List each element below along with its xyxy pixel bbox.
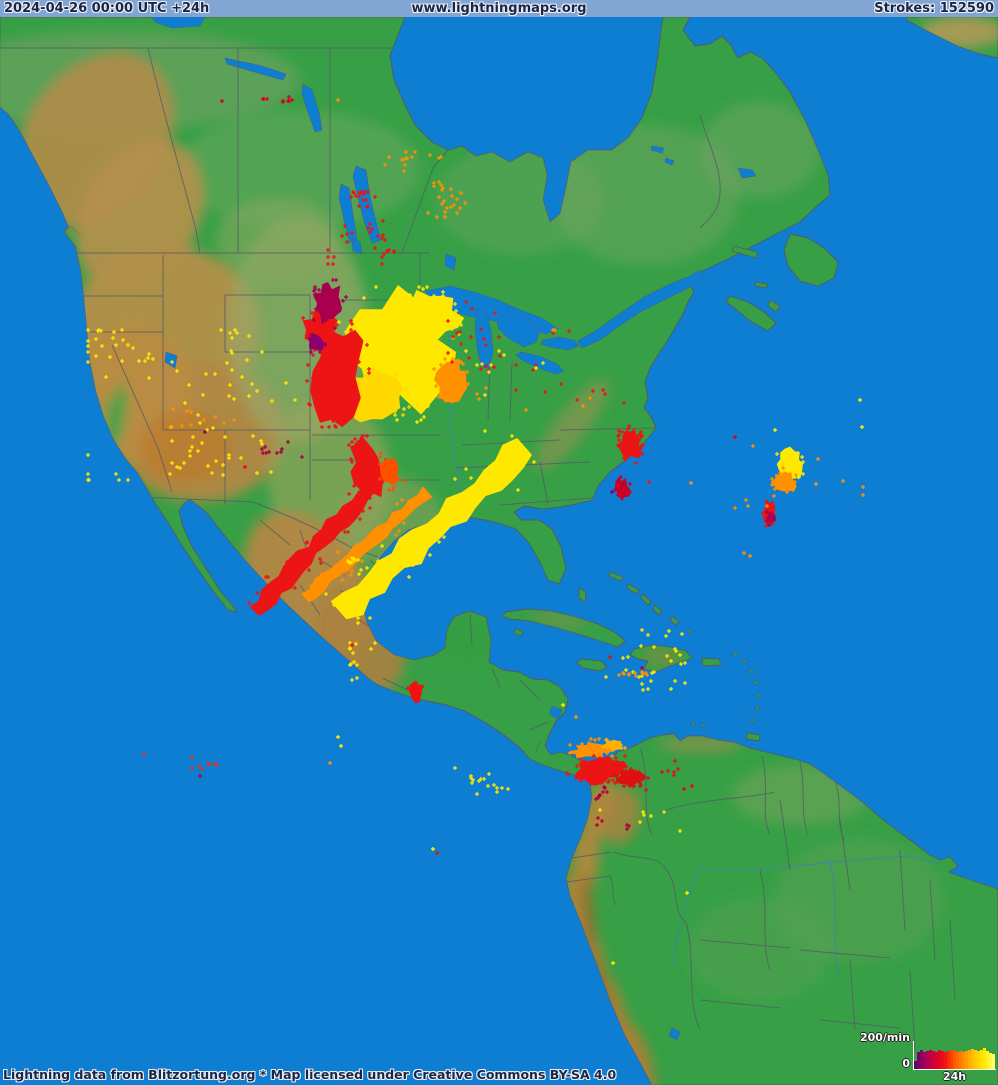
legend-bar (983, 1048, 986, 1069)
legend-max-label: 200/min (859, 1031, 910, 1044)
legend-bar (920, 1050, 923, 1069)
footer-credit: Lightning data from Blitzortung.org * Ma… (3, 1067, 617, 1082)
legend-bar (944, 1052, 947, 1069)
header-bar: 2024-04-26 00:00 UTC +24h www.lightningm… (0, 0, 998, 17)
stroke-rate-legend: 200/min 0 24h (860, 1031, 996, 1084)
legend-bar (968, 1050, 971, 1069)
legend-bar (986, 1051, 989, 1069)
legend-bar (971, 1049, 974, 1069)
header-site-title: www.lightningmaps.org (411, 1, 587, 16)
legend-bar (992, 1054, 995, 1069)
legend-histogram (913, 1041, 996, 1070)
legend-bar (917, 1052, 920, 1069)
legend-bar (941, 1051, 944, 1069)
lightning-strokes (86, 95, 865, 965)
legend-bar (914, 1061, 917, 1069)
legend-bar (962, 1052, 965, 1069)
legend-bar (923, 1052, 926, 1069)
legend-min-label: 0 (902, 1057, 910, 1070)
legend-bar (938, 1050, 941, 1069)
legend-bar (989, 1053, 992, 1069)
legend-bar (959, 1051, 962, 1069)
legend-bar (974, 1050, 977, 1069)
header-datetime: 2024-04-26 00:00 UTC +24h (4, 1, 210, 16)
legend-bar (950, 1050, 953, 1069)
legend-bar (980, 1050, 983, 1069)
legend-bar (956, 1052, 959, 1069)
legend-bar (965, 1051, 968, 1069)
legend-bar (932, 1051, 935, 1069)
legend-bar (953, 1051, 956, 1069)
legend-y-axis-labels: 200/min 0 (860, 1031, 913, 1070)
header-stroke-count: Strokes: 152590 (874, 1, 994, 16)
legend-bar (935, 1052, 938, 1069)
legend-bar (926, 1051, 929, 1069)
legend-bar (929, 1050, 932, 1069)
legend-x-label: 24h (942, 1070, 967, 1083)
legend-bar (947, 1051, 950, 1069)
legend-bar (977, 1051, 980, 1069)
